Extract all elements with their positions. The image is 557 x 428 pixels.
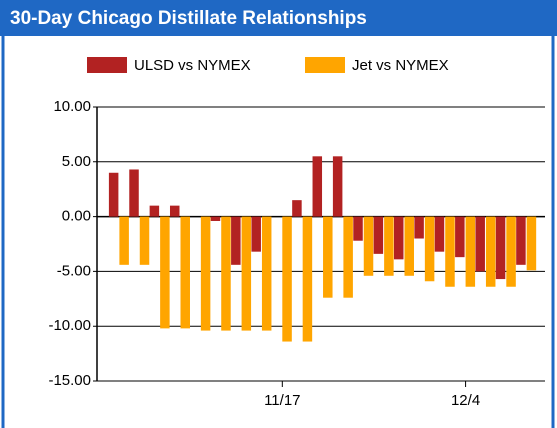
bar — [119, 216, 129, 265]
bar — [129, 169, 139, 217]
bar — [292, 200, 302, 217]
bar — [169, 205, 180, 217]
bar — [210, 216, 221, 221]
bar — [485, 216, 496, 287]
bar — [251, 216, 261, 252]
bar — [221, 216, 231, 331]
bar — [404, 216, 414, 276]
bar — [149, 205, 160, 217]
bar — [108, 172, 119, 217]
y-tick-label: 10.00 — [53, 98, 91, 115]
bar — [323, 216, 333, 298]
legend-label: ULSD vs NYMEX — [134, 57, 251, 74]
bar — [332, 156, 343, 217]
bar — [373, 216, 384, 254]
bar — [516, 216, 526, 265]
bar — [160, 216, 170, 329]
bar — [384, 216, 394, 276]
bar — [231, 216, 241, 265]
bar — [180, 216, 190, 329]
legend-swatch — [305, 57, 345, 73]
x-tick-label: 11/17 — [264, 392, 300, 409]
y-tick-label: -5.00 — [57, 262, 91, 279]
bar — [414, 216, 424, 239]
bar — [393, 216, 404, 260]
bar — [434, 216, 445, 252]
bar — [465, 216, 476, 287]
y-tick-label: -15.00 — [48, 372, 91, 389]
bar — [445, 216, 455, 287]
bar — [139, 216, 150, 265]
bar — [363, 216, 374, 276]
bar — [343, 216, 353, 298]
bar — [475, 216, 485, 272]
title-bar — [0, 0, 557, 36]
chart-title: 30-Day Chicago Distillate Relationships — [10, 8, 367, 29]
y-tick-label: -10.00 — [48, 317, 91, 334]
bar — [506, 216, 516, 287]
x-tick-label: 12/4 — [451, 392, 480, 409]
bar — [495, 216, 506, 280]
bar — [261, 216, 272, 331]
bar — [312, 156, 323, 217]
y-tick-label: 0.00 — [62, 208, 91, 225]
bar — [282, 216, 292, 342]
bar — [455, 216, 465, 258]
bar — [424, 216, 435, 282]
legend-swatch — [87, 57, 127, 73]
bar — [353, 216, 363, 241]
bar — [241, 216, 252, 331]
bar — [302, 216, 313, 342]
legend-label: Jet vs NYMEX — [352, 57, 449, 74]
bar — [200, 216, 211, 331]
y-tick-label: 5.00 — [62, 153, 91, 170]
bar — [526, 216, 537, 271]
